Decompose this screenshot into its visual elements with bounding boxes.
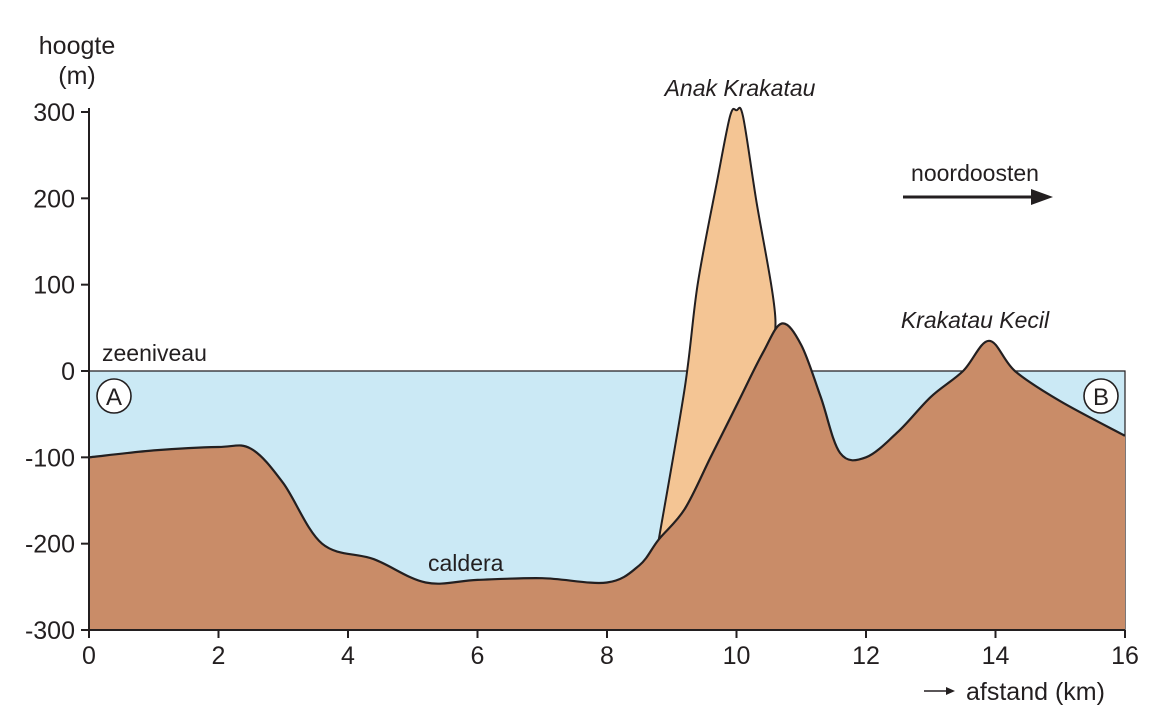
krakatau-kecil-label: Krakatau Kecil (901, 307, 1050, 333)
x-axis-title-arrow-icon (946, 687, 955, 695)
y-tick-label: 200 (33, 185, 75, 213)
direction-arrow-icon (1031, 189, 1053, 205)
x-tick-label: 14 (982, 642, 1010, 670)
caldera-label: caldera (428, 550, 504, 576)
point-a-label: A (106, 384, 122, 411)
x-axis-title: afstand (km) (966, 678, 1105, 706)
x-tick-label: 2 (212, 642, 226, 670)
sea-level-label: zeeniveau (102, 340, 207, 366)
y-tick-label: 0 (61, 358, 75, 386)
y-tick-label: 300 (33, 99, 75, 127)
x-tick-label: 6 (471, 642, 485, 670)
seafloor-profile-line (88, 322, 1126, 585)
y-tick-label: -100 (25, 444, 75, 472)
point-b-label: B (1093, 384, 1109, 411)
point-b-marker: B (1083, 378, 1119, 414)
seafloor-bedrock (89, 323, 1125, 630)
x-tick-label: 16 (1111, 642, 1139, 670)
y-axis-ticks: 300 200 100 0 -100 -200 -300 (25, 99, 89, 645)
y-tick-label: 100 (33, 272, 75, 300)
point-a-marker: A (96, 378, 132, 414)
x-tick-label: 10 (723, 642, 751, 670)
y-tick-label: -300 (25, 617, 75, 645)
y-axis-title-line1: hoogte (39, 32, 115, 60)
anak-krakatau-label: Anak Krakatau (663, 75, 816, 101)
x-tick-label: 0 (82, 642, 96, 670)
x-tick-label: 8 (600, 642, 614, 670)
x-tick-label: 12 (852, 642, 880, 670)
y-tick-label: -200 (25, 531, 75, 559)
direction-label: noordoosten (911, 160, 1039, 186)
x-axis-ticks: 0 2 4 6 8 10 12 14 16 (82, 630, 1139, 670)
x-tick-label: 4 (341, 642, 355, 670)
y-axis-title-line2: (m) (58, 62, 95, 90)
